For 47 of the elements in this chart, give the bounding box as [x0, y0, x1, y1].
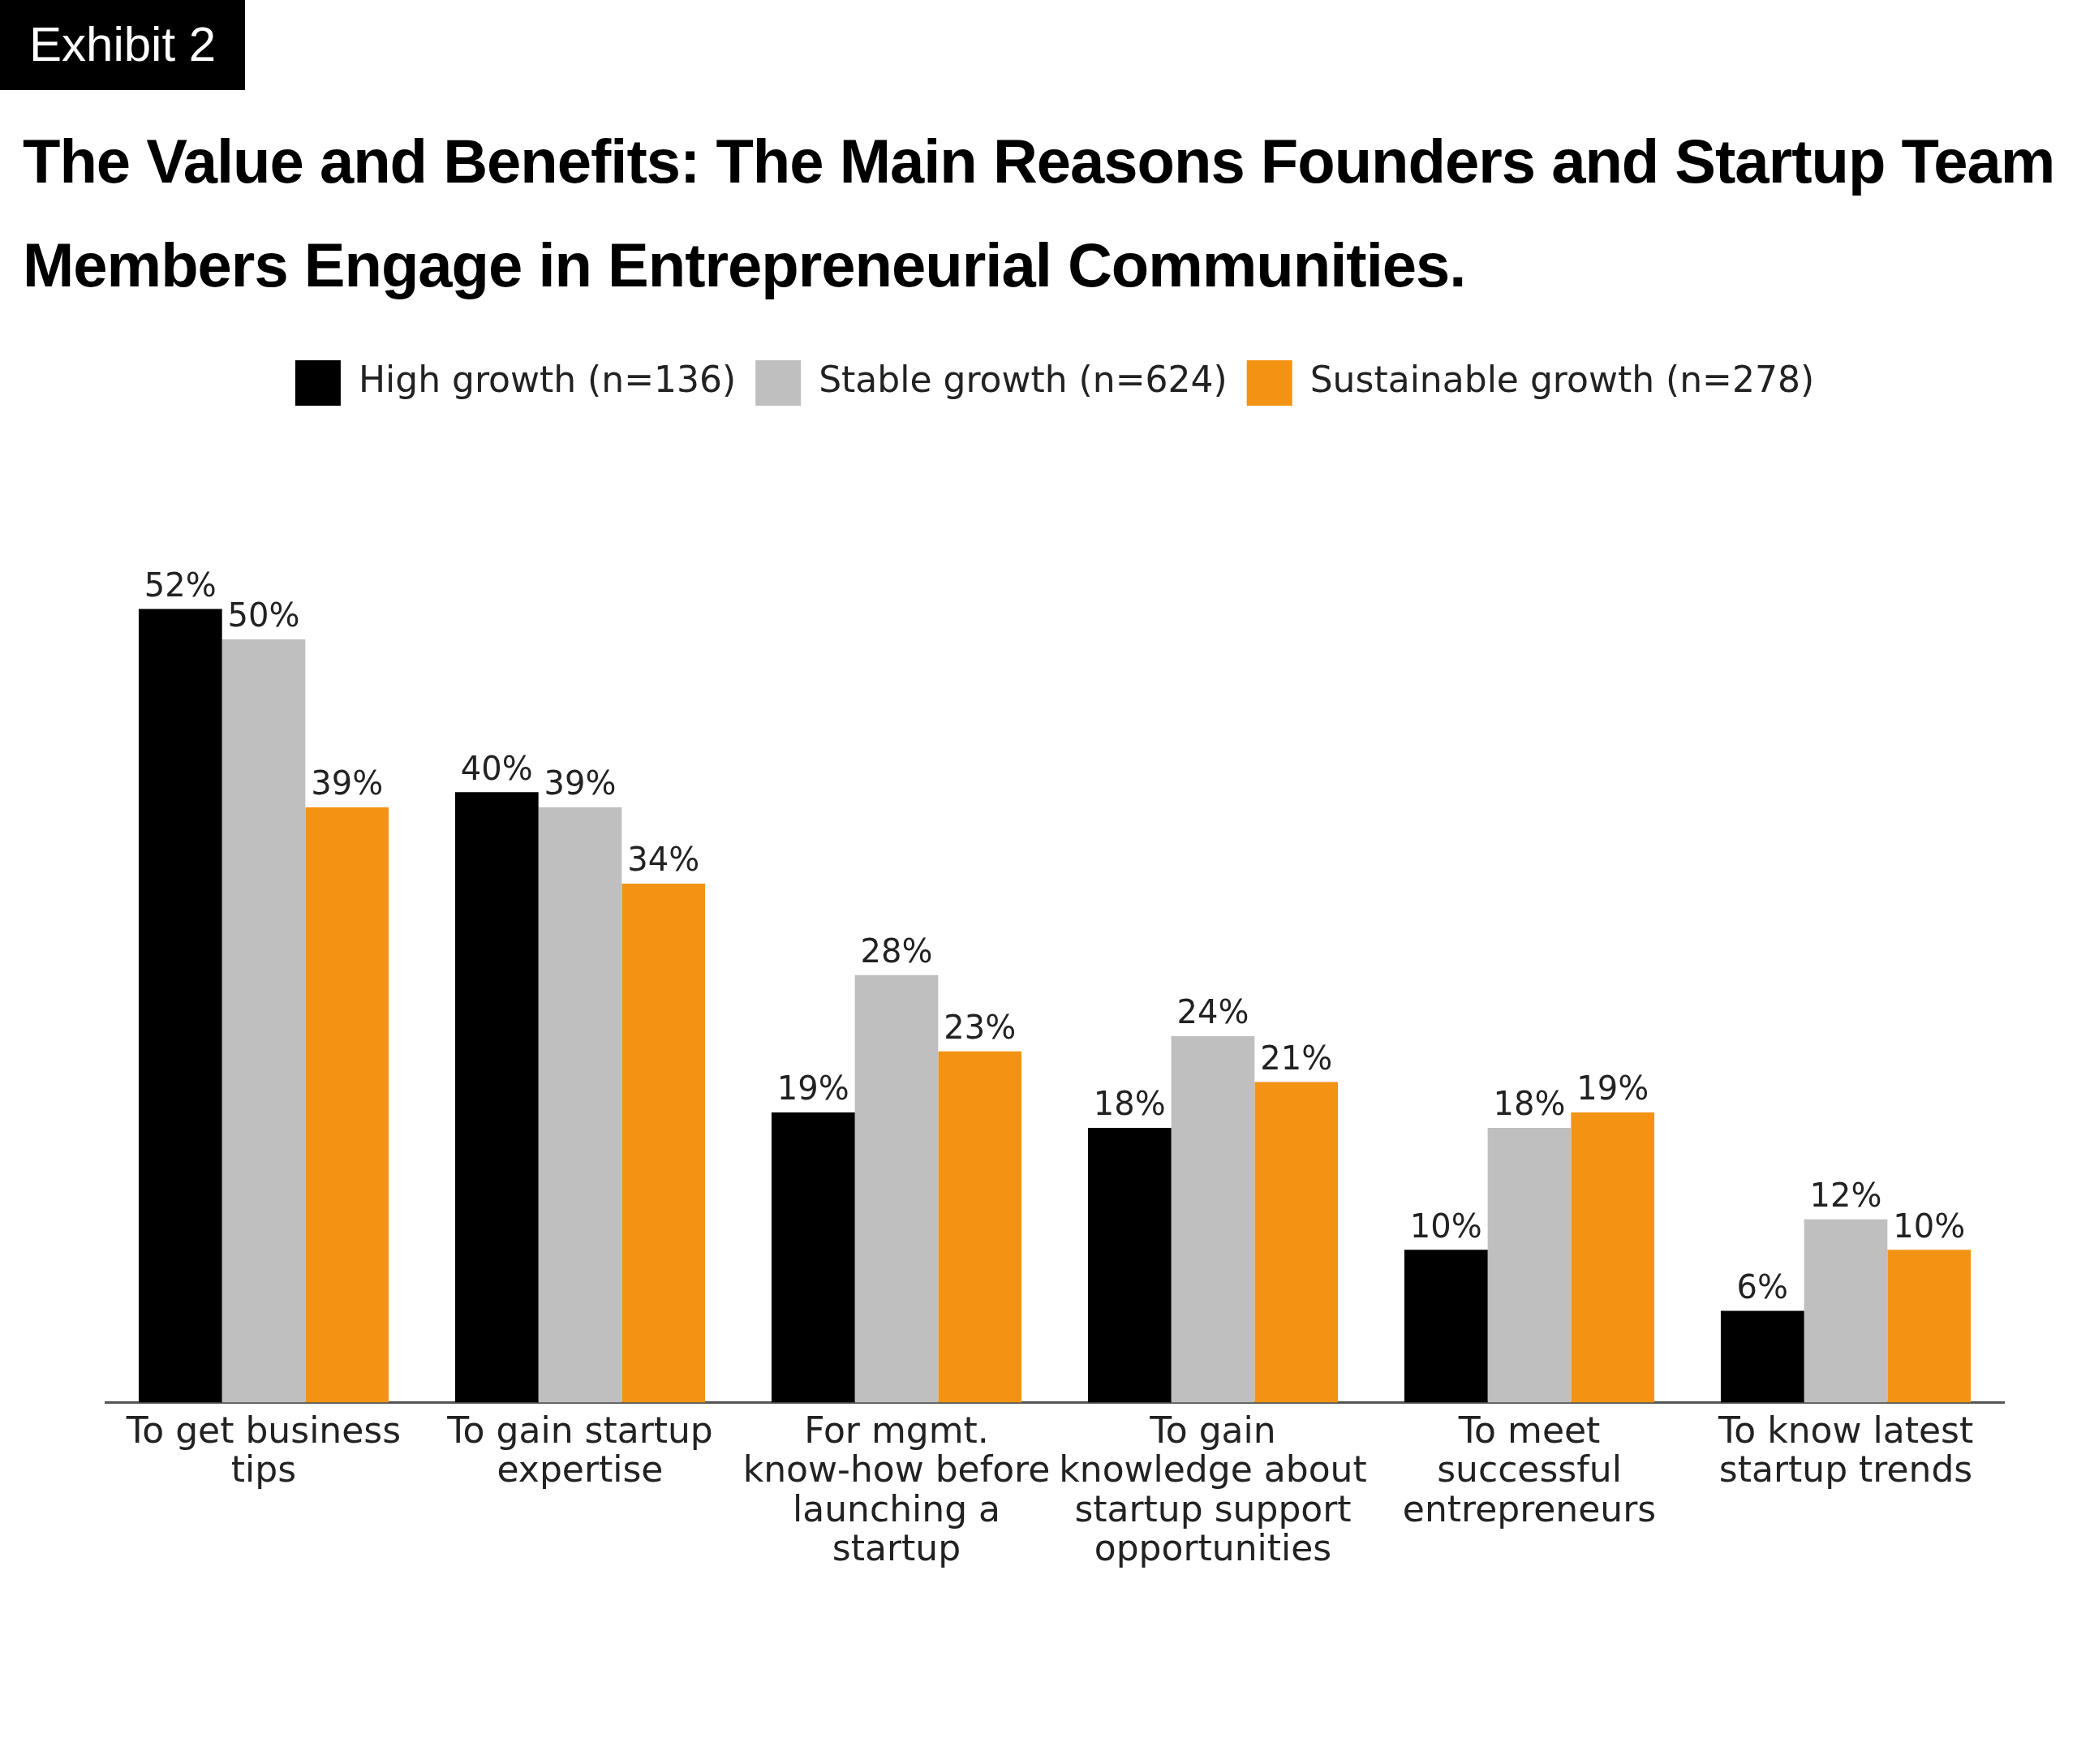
x-tick-label: To gain knowledge about startup support opportunities: [1059, 1409, 1367, 1569]
legend-label: Stable growth (n=624): [819, 359, 1228, 401]
data-label: 50%: [227, 596, 300, 635]
data-label: 39%: [311, 764, 384, 802]
bar: [621, 883, 706, 1403]
bar: [1087, 1127, 1172, 1403]
bar: [1571, 1112, 1655, 1403]
data-label: 40%: [460, 749, 533, 787]
x-tick-label: To gain startup expertise: [446, 1409, 713, 1491]
data-label: 10%: [1409, 1207, 1482, 1245]
legend-label: Sustainable growth (n=278): [1309, 359, 1815, 401]
data-label: 24%: [1176, 993, 1249, 1031]
data-label: 21%: [1260, 1039, 1333, 1077]
bar: [1487, 1127, 1572, 1403]
bar: [305, 807, 389, 1403]
data-label: 12%: [1809, 1177, 1882, 1215]
bar: [538, 807, 622, 1403]
data-label: 6%: [1736, 1267, 1789, 1306]
bar: [221, 639, 306, 1403]
data-label: 28%: [860, 932, 933, 970]
bar: [1887, 1250, 1972, 1403]
data-label: 10%: [1893, 1207, 1966, 1245]
bar: [1720, 1310, 1804, 1403]
x-tick-label: To get business tips: [125, 1409, 402, 1491]
chart-title: The Value and Benefits: The Main Reasons Founders and Startup Team Members Engage in Entrepreneurial Communities.: [23, 126, 2056, 301]
bar: [1254, 1082, 1339, 1403]
x-tick-label: To meet successful entrepreneurs: [1402, 1409, 1657, 1530]
bar: [138, 609, 222, 1403]
bar: [854, 975, 939, 1403]
data-label: 34%: [627, 841, 700, 879]
data-label: 18%: [1093, 1085, 1166, 1123]
bar: [454, 792, 539, 1403]
data-label: 23%: [944, 1009, 1017, 1047]
x-tick-label: For mgmt. know-how before launching a startup: [742, 1409, 1051, 1569]
bar: [938, 1051, 1022, 1403]
bar: [1404, 1250, 1488, 1403]
x-tick-label: To know latest startup trends: [1717, 1409, 1974, 1491]
data-label: 39%: [544, 764, 617, 802]
legend-label: High growth (n=136): [358, 359, 737, 401]
data-label: 18%: [1493, 1085, 1566, 1123]
data-label: 52%: [144, 566, 217, 604]
bar: [771, 1112, 855, 1403]
text: Exhibit 2: [0, 0, 246, 90]
data-label: 19%: [1576, 1069, 1649, 1108]
bar: [1171, 1036, 1255, 1403]
data-label: 19%: [776, 1069, 849, 1108]
bar: [1804, 1219, 1888, 1403]
